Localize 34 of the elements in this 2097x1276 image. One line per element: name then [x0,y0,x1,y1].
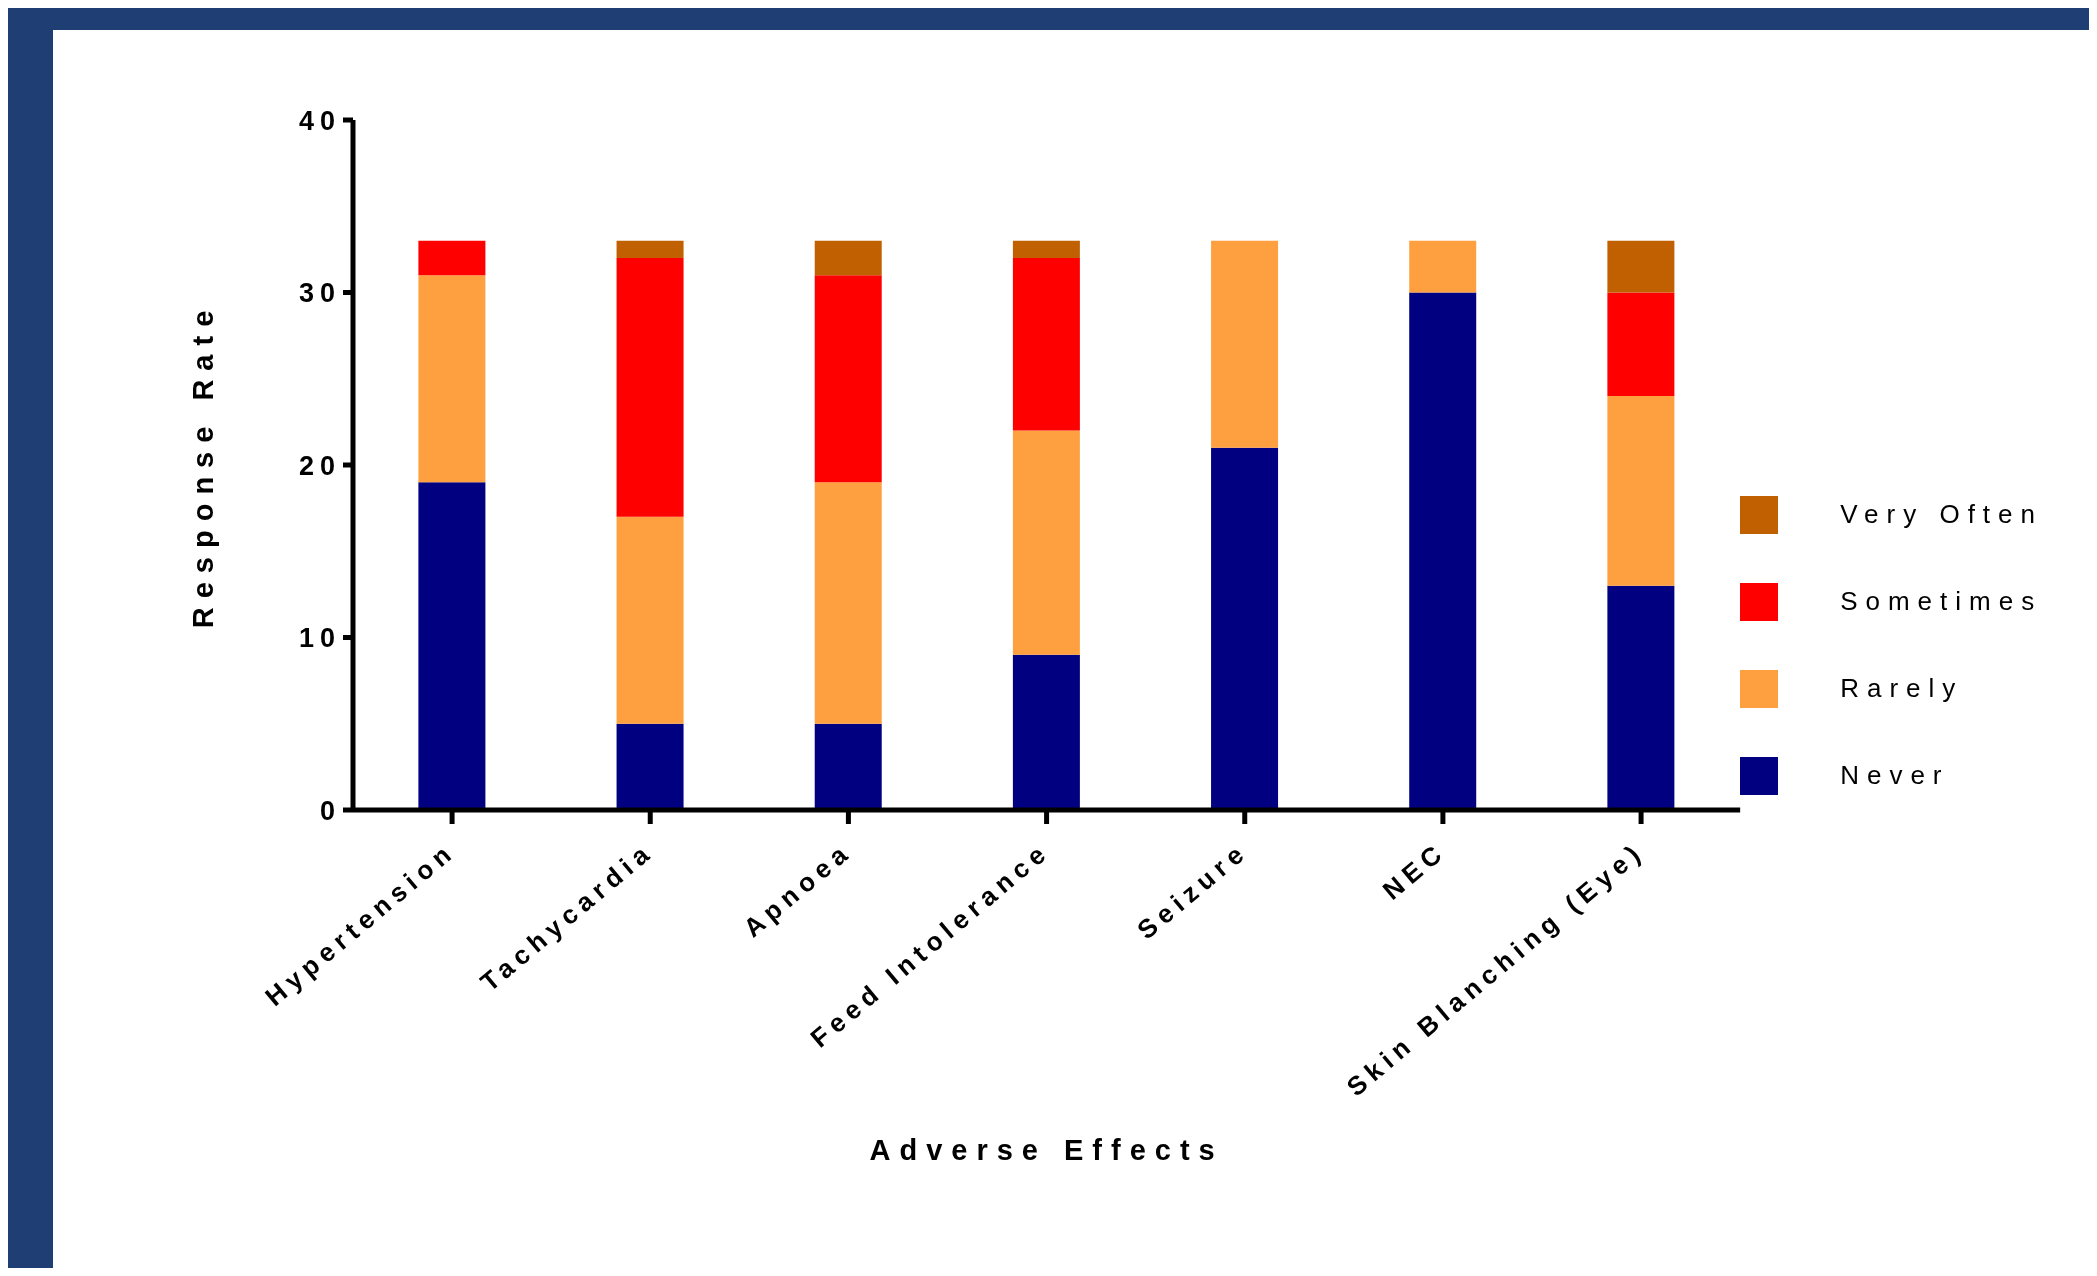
bar [814,723,882,810]
bar [1409,292,1477,810]
bar [418,240,486,276]
y-tick-label: 40 [298,105,341,136]
bar [1409,240,1477,293]
bar [1607,292,1675,396]
bar [1012,240,1080,258]
bar [1012,258,1080,431]
legend-label: Rarely [1840,673,1964,704]
y-tick-label: 20 [298,450,341,481]
legend-label: Never [1840,760,1950,791]
bar [1012,430,1080,655]
legend-label: Sometimes [1840,586,2043,617]
bar [1607,585,1675,810]
y-tick-label: 30 [298,278,341,309]
y-tick-label: 10 [298,623,341,654]
bar [814,482,882,724]
bar [418,275,486,483]
bar [1211,447,1279,810]
bar [616,516,684,724]
x-axis-title: Adverse Effects [869,1134,1224,1166]
bar [814,275,882,483]
bar [418,482,486,810]
legend-label: Very Often [1840,499,2043,530]
bar [616,258,684,517]
bar [616,723,684,810]
bar [1607,240,1675,293]
bar [616,240,684,258]
bar [1211,240,1279,448]
bar [814,240,882,276]
y-tick-label: 0 [319,795,341,826]
y-axis-title: Response Rate [187,301,220,629]
bar [1607,396,1675,586]
bar [1012,654,1080,810]
